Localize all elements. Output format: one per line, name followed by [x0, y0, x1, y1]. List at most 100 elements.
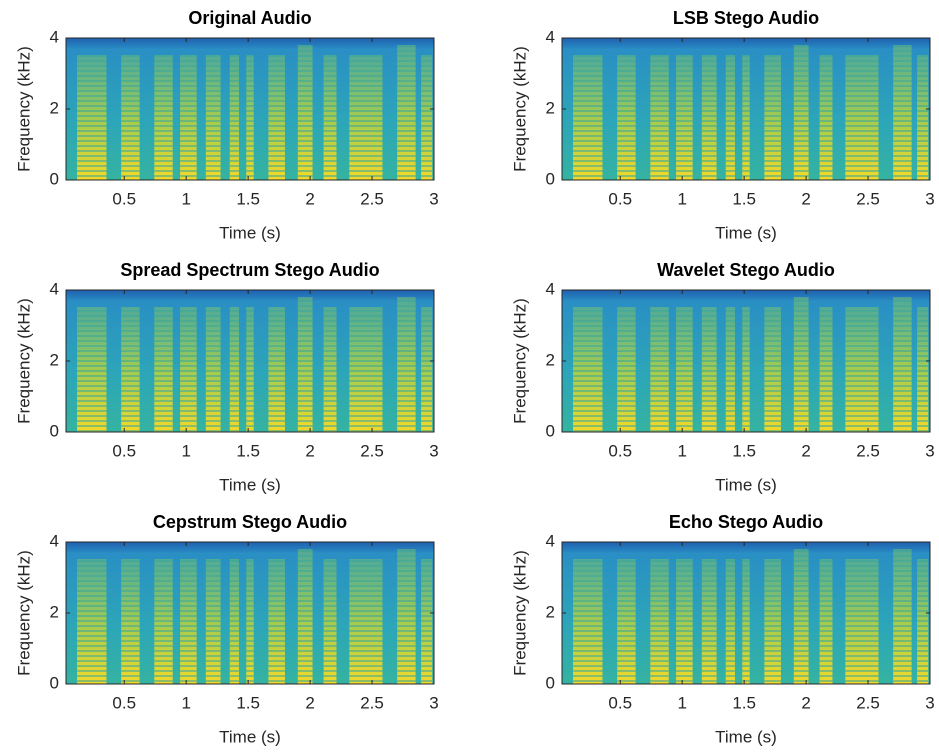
spectrogram-harmonics — [298, 549, 313, 684]
y-axis-label: Frequency (kHz) — [510, 298, 529, 424]
spectrogram — [562, 542, 930, 684]
spectrogram-harmonics — [893, 297, 911, 432]
spectrogram-harmonics — [421, 559, 432, 684]
spectrogram-harmonics — [917, 55, 928, 180]
x-tick-label: 2 — [305, 441, 314, 460]
x-tick-label: 2 — [801, 441, 810, 460]
x-axis-label: Time (s) — [219, 223, 281, 242]
spectrogram-harmonics — [573, 559, 602, 684]
y-axis-label: Frequency (kHz) — [510, 46, 529, 172]
spectrogram-harmonics — [845, 559, 878, 684]
spectrogram-harmonics — [726, 559, 735, 684]
spectrogram-harmonics — [676, 307, 693, 432]
spectrogram-harmonics — [893, 45, 911, 180]
y-tick-label: 0 — [50, 169, 59, 188]
x-tick-label: 1.5 — [732, 441, 756, 460]
x-tick-label: 3 — [429, 189, 438, 208]
x-axis-label: Time (s) — [219, 727, 281, 746]
spectrogram-harmonics — [324, 307, 337, 432]
spectrogram-harmonics — [617, 559, 635, 684]
spectrogram-harmonics — [268, 559, 285, 684]
chart-title: Wavelet Stego Audio — [657, 260, 835, 280]
y-tick-label: 2 — [546, 602, 555, 621]
y-tick-label: 4 — [50, 531, 59, 550]
spectrogram — [562, 38, 930, 180]
spectrogram-harmonics — [702, 307, 717, 432]
x-tick-label: 1.5 — [732, 693, 756, 712]
spectrogram-harmonics — [154, 55, 172, 180]
spectrogram-harmonics — [180, 307, 197, 432]
chart-title: Original Audio — [188, 8, 311, 28]
spectrogram-harmonics — [397, 549, 415, 684]
spectrogram-harmonics — [397, 45, 415, 180]
spectrogram-harmonics — [230, 307, 239, 432]
spectrogram-harmonics — [349, 307, 382, 432]
spectrogram-harmonics — [820, 307, 833, 432]
spectrogram-harmonics — [349, 55, 382, 180]
spectrogram-harmonics — [230, 55, 239, 180]
y-tick-label: 2 — [546, 98, 555, 117]
spectrogram-harmonics — [268, 307, 285, 432]
spectrogram-harmonics — [121, 307, 139, 432]
spectrogram-harmonics — [206, 307, 221, 432]
spectrogram-harmonics — [726, 55, 735, 180]
y-tick-label: 4 — [50, 27, 59, 46]
x-axis-label: Time (s) — [715, 223, 777, 242]
spectrogram-harmonics — [324, 55, 337, 180]
x-tick-label: 3 — [925, 441, 934, 460]
spectrogram-harmonics — [702, 55, 717, 180]
spectrogram-harmonics — [246, 55, 253, 180]
y-tick-label: 0 — [50, 421, 59, 440]
x-tick-label: 3 — [925, 189, 934, 208]
spectrogram-harmonics — [893, 549, 911, 684]
spectrogram-harmonics — [206, 559, 221, 684]
spectrogram-harmonics — [742, 55, 749, 180]
x-tick-label: 2.5 — [360, 441, 384, 460]
y-tick-label: 0 — [546, 421, 555, 440]
spectrogram-harmonics — [676, 55, 693, 180]
figure: 0.5 1 1.5 2 2.5 3 0 2 4 Original Audio Time (s) Fre… — [0, 0, 939, 756]
spectrogram-harmonics — [349, 559, 382, 684]
x-tick-label: 1 — [181, 693, 190, 712]
x-tick-label: 2 — [305, 189, 314, 208]
spectrogram-harmonics — [650, 55, 668, 180]
spectrogram-harmonics — [820, 559, 833, 684]
spectrogram-harmonics — [742, 307, 749, 432]
spectrogram-harmonics — [298, 45, 313, 180]
x-tick-label: 2.5 — [856, 441, 880, 460]
x-tick-label: 0.5 — [112, 189, 136, 208]
y-tick-label: 2 — [50, 350, 59, 369]
spectrogram — [66, 290, 434, 432]
spectrogram-harmonics — [121, 559, 139, 684]
x-tick-label: 1 — [677, 189, 686, 208]
y-tick-label: 2 — [546, 350, 555, 369]
spectrogram-harmonics — [180, 55, 197, 180]
spectrogram-harmonics — [421, 307, 432, 432]
spectrogram-harmonics — [764, 559, 781, 684]
spectrogram-harmonics — [702, 559, 717, 684]
spectrogram-harmonics — [246, 559, 253, 684]
spectrogram-harmonics — [324, 559, 337, 684]
x-tick-label: 1.5 — [236, 441, 260, 460]
spectrogram-harmonics — [206, 55, 221, 180]
spectrogram-harmonics — [573, 307, 602, 432]
spectrogram-harmonics — [742, 559, 749, 684]
x-tick-label: 1.5 — [732, 189, 756, 208]
x-tick-label: 0.5 — [608, 693, 632, 712]
spectrogram-harmonics — [77, 559, 106, 684]
spectrogram — [562, 290, 930, 432]
spectrogram-harmonics — [917, 307, 928, 432]
y-tick-label: 4 — [50, 279, 59, 298]
spectrogram-harmonics — [154, 559, 172, 684]
x-tick-label: 3 — [429, 693, 438, 712]
chart-title: Echo Stego Audio — [669, 512, 823, 532]
x-tick-label: 3 — [429, 441, 438, 460]
spectrogram — [66, 542, 434, 684]
spectrogram-harmonics — [180, 559, 197, 684]
y-tick-label: 2 — [50, 98, 59, 117]
x-tick-label: 2.5 — [360, 189, 384, 208]
spectrogram-harmonics — [794, 549, 809, 684]
x-tick-label: 1.5 — [236, 693, 260, 712]
x-tick-label: 1 — [677, 441, 686, 460]
spectrogram-harmonics — [794, 45, 809, 180]
